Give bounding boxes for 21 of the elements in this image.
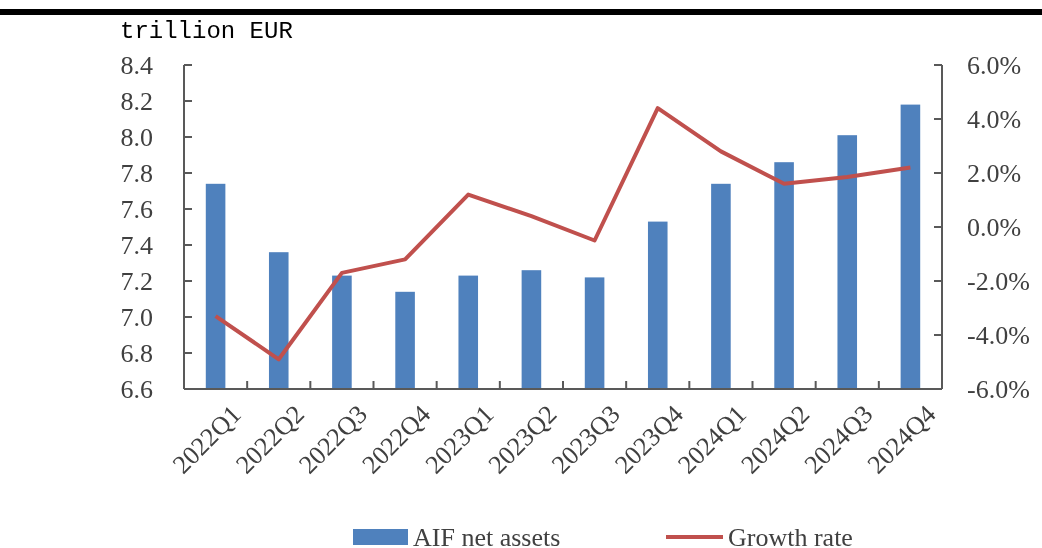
line-series <box>213 106 913 362</box>
y-tick-label: 7.4 <box>120 231 153 261</box>
y-tick-label: 8.4 <box>120 51 153 81</box>
y2-tick-label: 6.0% <box>967 51 1022 81</box>
y-tick-label: 7.0 <box>120 303 153 333</box>
y-tick-label: 6.6 <box>120 375 153 405</box>
y2-tick-label: 2.0% <box>967 159 1022 189</box>
y-tick-label: 7.8 <box>120 159 153 189</box>
y2-tick-label: 4.0% <box>967 105 1022 135</box>
y-axis-title: trillion EUR <box>120 18 293 45</box>
y-tick-label: 8.0 <box>120 123 153 153</box>
y-tick-label: 7.2 <box>120 267 153 297</box>
y2-tick-label: 0.0% <box>967 213 1022 243</box>
y2-tick-label: -2.0% <box>967 267 1030 297</box>
legend-label: Growth rate <box>728 523 853 548</box>
legend-label: AIF net assets <box>413 523 561 548</box>
y-tick-label: 6.8 <box>120 339 153 369</box>
y2-tick-label: -6.0% <box>967 375 1030 405</box>
y-tick-label: 8.2 <box>120 87 153 117</box>
y-tick-label: 7.6 <box>120 195 153 225</box>
y2-tick-label: -4.0% <box>967 321 1030 351</box>
